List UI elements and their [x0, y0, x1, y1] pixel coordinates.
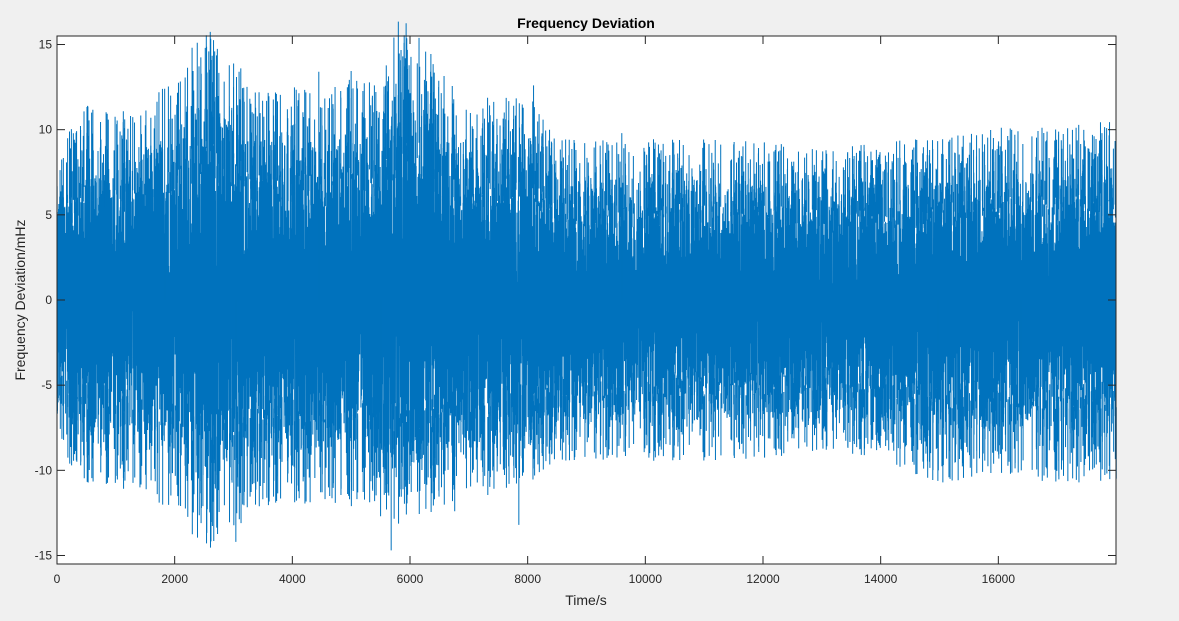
y-tick-label: -5 [41, 378, 52, 392]
x-axis-label: Time/s [565, 592, 606, 608]
y-tick-label: -10 [35, 463, 53, 477]
x-tick-label: 16000 [982, 572, 1016, 586]
x-tick-label: 12000 [746, 572, 780, 586]
x-axis: 0 2000 4000 6000 8000 10000 12000 14000 16000 [54, 36, 1016, 586]
x-tick-label: 4000 [279, 572, 306, 586]
x-tick-label: 2000 [161, 572, 188, 586]
x-tick-label: 0 [54, 572, 61, 586]
y-tick-label: 15 [39, 38, 53, 52]
y-tick-label: 0 [45, 293, 52, 307]
series-layer [56, 21, 1117, 551]
chart-title: Frequency Deviation [517, 15, 655, 31]
series-outliers [56, 21, 1117, 548]
series-line [56, 87, 1117, 482]
x-tick-label: 6000 [397, 572, 424, 586]
y-axis: -15 -10 -5 0 5 10 15 [35, 38, 1116, 562]
y-tick-label: 10 [39, 123, 53, 137]
y-tick-label: -15 [35, 548, 53, 562]
x-tick-label: 8000 [514, 572, 541, 586]
x-tick-label: 14000 [864, 572, 898, 586]
x-tick-label: 10000 [629, 572, 663, 586]
y-tick-label: 5 [45, 208, 52, 222]
y-axis-label: Frequency Deviation/mHz [12, 219, 28, 380]
